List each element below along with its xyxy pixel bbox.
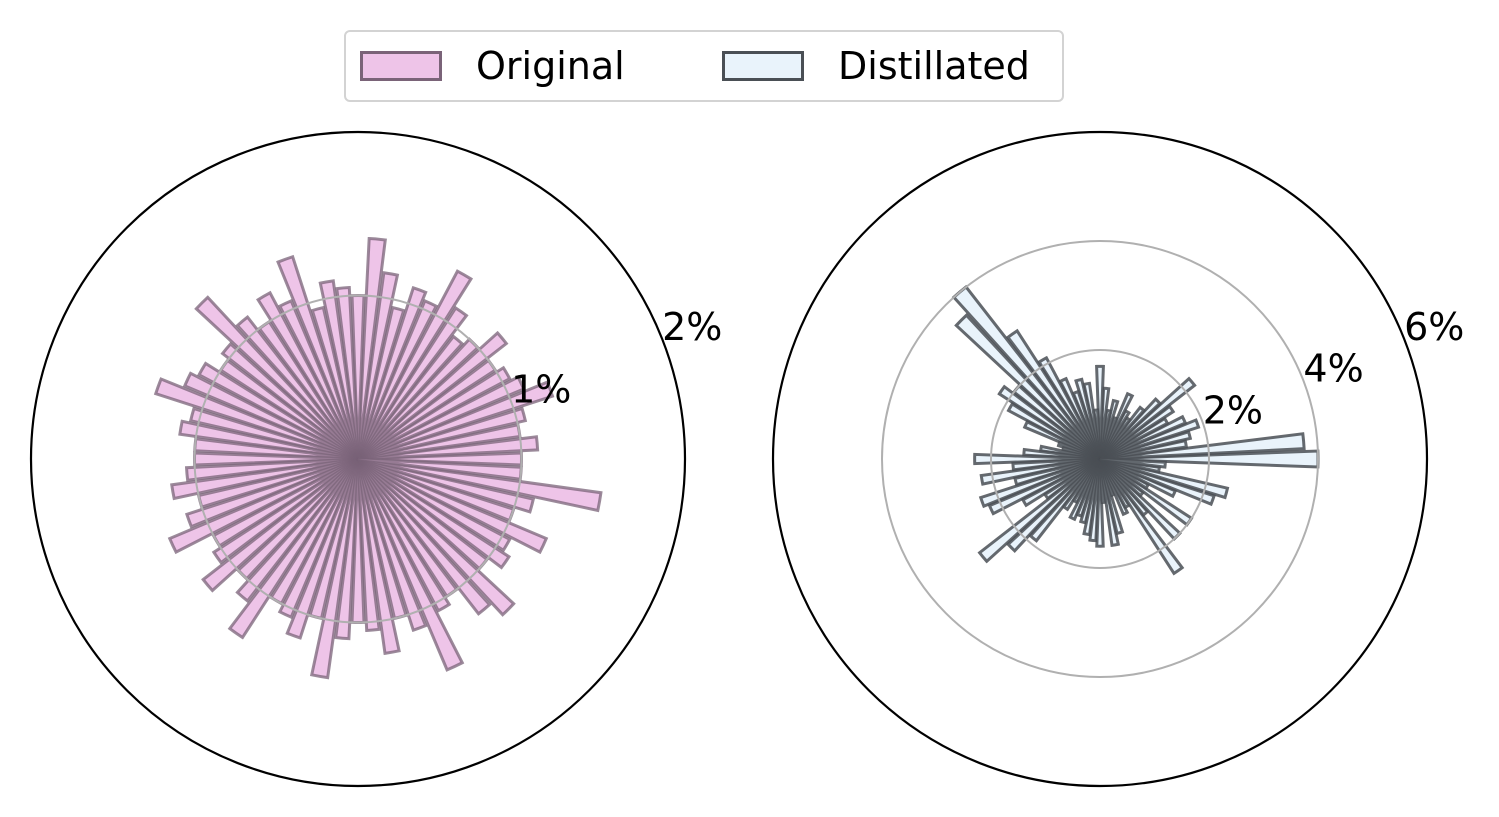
polar-bar — [227, 458, 360, 640]
polar-bar — [356, 271, 400, 460]
polar-gridline — [193, 294, 523, 624]
polar-bar — [277, 458, 360, 620]
polar-bar — [334, 458, 360, 641]
polar-bar — [1095, 364, 1105, 460]
radial-tick-label: 6% — [1404, 305, 1464, 349]
polar-bar — [357, 457, 603, 513]
polar-bar — [356, 330, 509, 461]
polar-bar — [188, 406, 359, 461]
legend-item-distillated: Distillated — [722, 32, 1030, 100]
polar-bar — [1006, 401, 1101, 461]
legend-label-original: Original — [476, 44, 625, 88]
legend-swatch-original — [360, 51, 442, 81]
polar-bar — [356, 236, 387, 460]
polar-bar — [997, 384, 1101, 461]
polar-bar — [357, 457, 512, 570]
polar-bar — [220, 341, 360, 461]
polar-bar — [285, 458, 360, 640]
polar-bar — [356, 285, 428, 460]
polar-bar — [356, 298, 439, 460]
polar-panel-distillated: 2% 4% 6% — [771, 130, 1464, 788]
polar-bar — [1005, 328, 1102, 460]
polar-bar — [357, 457, 536, 514]
legend: Original Distillated — [344, 30, 1064, 102]
polar-bar — [356, 305, 469, 460]
polar-bar — [235, 314, 360, 461]
polar-bar — [356, 457, 516, 617]
polar-bar — [357, 457, 549, 555]
polar-bar — [1028, 457, 1102, 543]
polar-frame — [29, 130, 687, 788]
polar-gridline — [881, 240, 1319, 678]
polar-gridline — [990, 349, 1210, 569]
polar-bar — [197, 361, 359, 461]
polar-bar — [977, 457, 1102, 564]
polar-bar — [356, 305, 406, 460]
radial-tick-label: 2% — [1203, 388, 1263, 432]
polar-bar — [357, 457, 512, 553]
polar-bar — [954, 313, 1102, 461]
legend-item-original: Original — [360, 32, 625, 100]
polar-bar — [1099, 457, 1167, 469]
radial-tick-label: 1% — [511, 367, 571, 411]
polar-bar — [356, 457, 492, 616]
polar-bar — [194, 295, 360, 461]
polar-bar — [973, 452, 1101, 466]
polar-frame — [771, 130, 1429, 788]
radial-tick-label: 4% — [1303, 347, 1363, 391]
polar-bar — [178, 419, 359, 461]
polar-panel-original: 1% 2% — [29, 130, 722, 788]
polar-bar — [356, 458, 465, 672]
polar-bar — [1022, 419, 1101, 461]
polar-bar — [211, 457, 359, 565]
polar-bar — [1095, 458, 1105, 548]
legend-label-distillated: Distillated — [838, 44, 1030, 88]
polar-bar — [356, 334, 465, 461]
polar-bar — [182, 371, 359, 461]
polar-bar — [235, 457, 360, 604]
polar-bar — [951, 284, 1102, 461]
polar-bar — [1006, 457, 1102, 553]
polar-bar — [201, 457, 360, 593]
polar-bar — [1099, 457, 1216, 507]
legend-swatch-distillated — [722, 51, 804, 81]
polar-bar — [309, 458, 360, 680]
radial-tick-label: 2% — [662, 305, 722, 349]
polar-bar — [256, 290, 360, 460]
polar-bar — [1099, 457, 1230, 500]
